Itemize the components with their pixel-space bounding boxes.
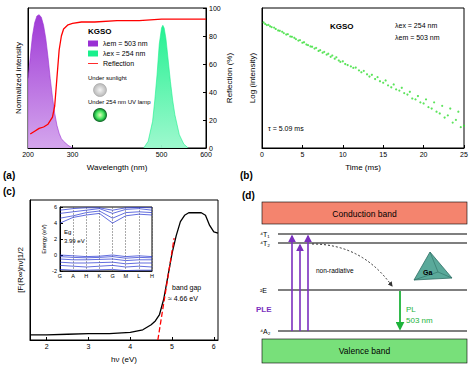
svg-text:G: G bbox=[58, 273, 62, 279]
svg-text:L: L bbox=[137, 273, 140, 279]
svg-text:λex = 254 nm: λex = 254 nm bbox=[103, 50, 145, 57]
svg-text:⁴A₂: ⁴A₂ bbox=[260, 328, 271, 335]
svg-text:H: H bbox=[150, 273, 154, 279]
svg-text:[F(R∞)hν]1/2: [F(R∞)hν]1/2 bbox=[16, 247, 25, 293]
svg-text:PL: PL bbox=[406, 305, 416, 314]
svg-text:λem = 503 nm: λem = 503 nm bbox=[103, 40, 148, 47]
svg-text:H: H bbox=[84, 273, 88, 279]
svg-text:Log (intensity): Log (intensity) bbox=[248, 53, 257, 104]
svg-text:Ga: Ga bbox=[423, 269, 432, 276]
svg-text:2: 2 bbox=[45, 343, 49, 350]
svg-text:Normalized intensity: Normalized intensity bbox=[14, 42, 23, 114]
svg-text:100: 100 bbox=[209, 5, 221, 12]
svg-text:10: 10 bbox=[339, 151, 347, 158]
svg-text:M: M bbox=[123, 273, 128, 279]
svg-text:600: 600 bbox=[200, 151, 212, 158]
svg-text:5: 5 bbox=[300, 151, 304, 158]
svg-text:≈ 4.66 eV: ≈ 4.66 eV bbox=[168, 295, 198, 302]
svg-text:λem = 503 nm: λem = 503 nm bbox=[395, 34, 440, 41]
svg-text:Under sunlight: Under sunlight bbox=[88, 75, 127, 81]
svg-text:Under 254 nm UV lamp: Under 254 nm UV lamp bbox=[88, 99, 151, 105]
svg-text:3: 3 bbox=[87, 343, 91, 350]
svg-text:-2: -2 bbox=[52, 268, 57, 274]
svg-text:200: 200 bbox=[22, 151, 34, 158]
svg-text:6: 6 bbox=[212, 343, 216, 350]
svg-text:G: G bbox=[110, 273, 114, 279]
svg-text:(c): (c) bbox=[3, 186, 15, 197]
svg-text:Eg: Eg bbox=[64, 229, 71, 235]
svg-text:PLE: PLE bbox=[256, 305, 272, 314]
svg-text:non-radiative: non-radiative bbox=[316, 267, 354, 274]
svg-text:2: 2 bbox=[54, 236, 57, 242]
svg-text:20: 20 bbox=[209, 117, 217, 124]
svg-text:Reflection (%): Reflection (%) bbox=[225, 53, 234, 104]
svg-text:hν (eV): hν (eV) bbox=[111, 355, 137, 364]
svg-text:⁴T₂: ⁴T₂ bbox=[260, 240, 270, 247]
svg-text:4: 4 bbox=[54, 220, 57, 226]
svg-text:Reflection: Reflection bbox=[103, 60, 134, 67]
svg-text:(b): (b) bbox=[240, 170, 253, 181]
svg-text:²E: ²E bbox=[260, 287, 267, 294]
svg-text:K: K bbox=[98, 273, 102, 279]
svg-text:500: 500 bbox=[156, 151, 168, 158]
svg-text:80: 80 bbox=[209, 33, 217, 40]
svg-text:25: 25 bbox=[460, 151, 468, 158]
svg-text:60: 60 bbox=[209, 61, 217, 68]
svg-text:Wavelength (nm): Wavelength (nm) bbox=[87, 163, 148, 172]
svg-text:⁴T₁: ⁴T₁ bbox=[260, 231, 270, 238]
svg-text:4: 4 bbox=[128, 343, 132, 350]
svg-text:A: A bbox=[71, 273, 75, 279]
svg-text:0: 0 bbox=[54, 252, 57, 258]
svg-text:6: 6 bbox=[54, 204, 57, 210]
svg-text:300: 300 bbox=[67, 151, 79, 158]
svg-text:40: 40 bbox=[209, 89, 217, 96]
svg-text:(d): (d) bbox=[242, 190, 255, 201]
svg-text:0: 0 bbox=[209, 144, 213, 152]
svg-text:3.99 eV: 3.99 eV bbox=[64, 238, 85, 244]
svg-text:15: 15 bbox=[379, 151, 387, 158]
svg-text:λex = 254 nm: λex = 254 nm bbox=[395, 22, 437, 29]
svg-text:Valence band: Valence band bbox=[339, 346, 391, 356]
svg-text:0: 0 bbox=[260, 151, 264, 158]
svg-text:(a): (a) bbox=[3, 170, 15, 181]
svg-text:band gap: band gap bbox=[172, 284, 201, 292]
svg-text:Conduction band: Conduction band bbox=[332, 209, 397, 219]
svg-text:Energy (eV): Energy (eV) bbox=[41, 224, 47, 254]
svg-text:503 nm: 503 nm bbox=[406, 316, 433, 325]
svg-text:τ = 5.09 ms: τ = 5.09 ms bbox=[268, 125, 304, 132]
svg-text:KGSO: KGSO bbox=[330, 22, 354, 31]
svg-text:20: 20 bbox=[420, 151, 428, 158]
svg-text:Time (ms): Time (ms) bbox=[345, 163, 381, 172]
svg-text:KGSO: KGSO bbox=[88, 27, 112, 36]
svg-text:5: 5 bbox=[170, 343, 174, 350]
